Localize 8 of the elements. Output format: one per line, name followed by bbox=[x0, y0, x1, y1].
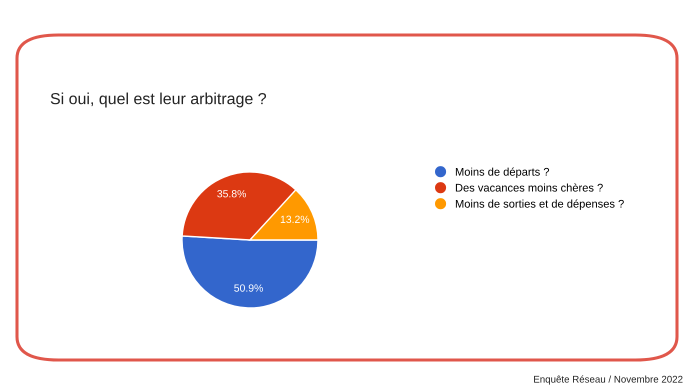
chart-title: Si oui, quel est leur arbitrage ? bbox=[50, 92, 266, 108]
data-label: 13.2% bbox=[280, 216, 310, 224]
data-label: 50.9% bbox=[234, 284, 263, 292]
legend-label: Des vacances moins chères ? bbox=[456, 183, 603, 192]
legend-label: Moins de départs ? bbox=[456, 167, 550, 178]
data-label: 35.8% bbox=[217, 190, 246, 198]
legend-label: Moins de sorties et de dépenses ? bbox=[456, 199, 624, 210]
text: Enquête Réseau / Novembre 2022 bbox=[534, 375, 683, 385]
